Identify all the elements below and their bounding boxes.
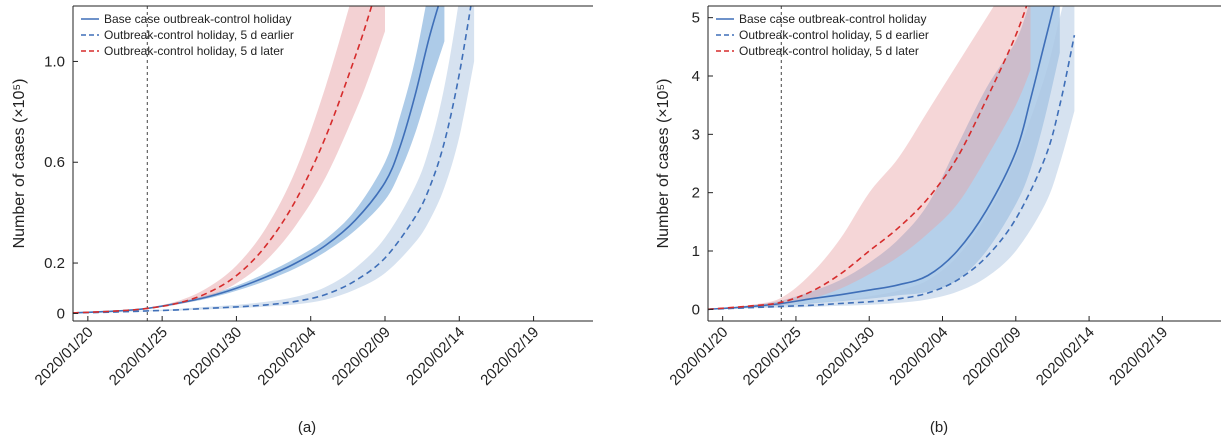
- x-tick-label: 2020/01/30: [813, 324, 878, 389]
- x-tick-label: 2020/01/25: [740, 324, 805, 389]
- y-tick-label: 2: [692, 185, 700, 202]
- legend: Base case outbreak-control holiday Outbre…: [81, 12, 294, 58]
- y-tick-label: 1: [692, 243, 700, 260]
- legend-label: Outbreak-control holiday, 5 d later: [104, 44, 284, 58]
- series-line: [73, 6, 472, 314]
- y-axis-title: Number of cases (×10⁵): [655, 79, 672, 249]
- confidence-band: [708, 6, 1031, 310]
- y-axis-title: Number of cases (×10⁵): [11, 79, 28, 249]
- confidence-band: [708, 6, 1075, 310]
- y-tick-label: 0.6: [44, 154, 65, 171]
- y-tick-label: 0: [57, 305, 65, 322]
- x-tick-label: 2020/01/30: [180, 324, 245, 389]
- chart-panel-a: 0 0.2 0.6 1.0 2020/01/20 2020/01/25 2020/01/30…: [11, 5, 593, 436]
- y-tick-label: 1.0: [44, 53, 65, 70]
- x-tick-label: 2020/01/20: [666, 324, 731, 389]
- legend-label: Base case outbreak-control holiday: [104, 12, 291, 26]
- x-tick-label: 2020/02/09: [960, 324, 1025, 389]
- legend: Base case outbreak-control holiday Outbre…: [716, 12, 929, 58]
- y-tick-label: 0.2: [44, 255, 65, 272]
- x-tick-label: 2020/02/19: [1106, 324, 1171, 389]
- legend-label: Base case outbreak-control holiday: [739, 12, 926, 26]
- panel-label: (a): [298, 419, 316, 436]
- series-line: [708, 6, 1055, 311]
- confidence-band: [73, 6, 385, 313]
- x-tick-label: 2020/02/19: [477, 324, 542, 389]
- y-tick-label: 3: [692, 126, 700, 143]
- y-tick-label: 0: [692, 301, 700, 318]
- x-tick-label: 2020/01/20: [32, 324, 97, 389]
- legend-label: Outbreak-control holiday, 5 d later: [739, 44, 919, 58]
- x-tick-label: 2020/01/25: [106, 324, 171, 389]
- x-tick-label: 2020/02/09: [329, 324, 394, 389]
- x-tick-label: 2020/02/04: [254, 324, 319, 389]
- legend-label: Outbreak-control holiday, 5 d earlier: [104, 28, 294, 42]
- series-line: [708, 6, 1028, 311]
- legend-label: Outbreak-control holiday, 5 d earlier: [739, 28, 929, 42]
- x-tick-label: 2020/02/14: [403, 324, 468, 389]
- y-tick-label: 4: [692, 68, 700, 85]
- plot-area: [73, 6, 475, 321]
- x-tick-label: 2020/02/04: [886, 324, 951, 389]
- plot-area: [708, 6, 1076, 321]
- y-tick-label: 5: [692, 10, 700, 27]
- panel-label: (b): [930, 419, 948, 436]
- series-line: [73, 6, 373, 314]
- x-tick-label: 2020/02/14: [1033, 324, 1098, 389]
